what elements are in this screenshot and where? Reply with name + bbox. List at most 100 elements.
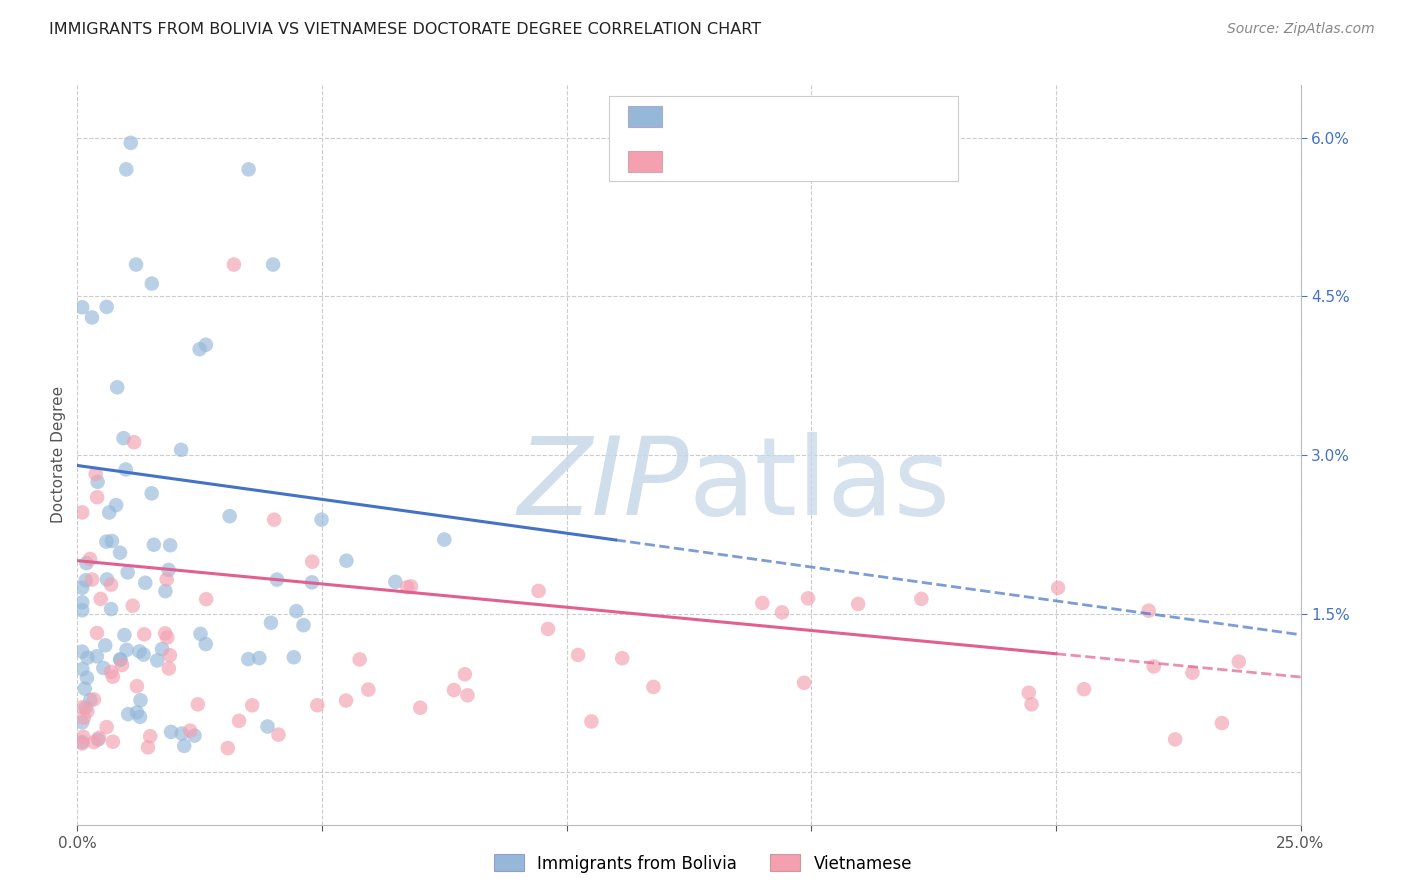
Point xyxy=(283,650,305,665)
Point xyxy=(1211,716,1233,731)
Point xyxy=(142,538,165,552)
Point xyxy=(105,498,128,512)
Point xyxy=(155,584,177,599)
Point xyxy=(153,626,176,640)
Point xyxy=(108,546,131,560)
Point xyxy=(70,735,93,749)
Point xyxy=(72,662,94,676)
Point xyxy=(217,741,239,756)
Point xyxy=(263,513,285,527)
Point xyxy=(150,642,173,657)
Point xyxy=(98,506,121,520)
Point xyxy=(72,730,94,744)
Point xyxy=(90,591,112,606)
Point xyxy=(457,688,479,702)
Point xyxy=(335,554,357,568)
Point xyxy=(195,592,218,607)
Point xyxy=(125,706,148,720)
Point xyxy=(101,735,124,749)
Point xyxy=(136,740,159,755)
Point xyxy=(1047,581,1070,595)
Text: -0.102: -0.102 xyxy=(735,108,793,126)
Point xyxy=(157,563,180,577)
Point xyxy=(751,141,773,155)
Point xyxy=(132,648,155,662)
Point xyxy=(751,596,773,610)
Point xyxy=(311,513,333,527)
Point xyxy=(262,258,284,272)
Point xyxy=(70,505,93,519)
FancyBboxPatch shape xyxy=(628,152,662,172)
Point xyxy=(537,622,560,636)
Point xyxy=(70,581,93,595)
Point xyxy=(260,615,283,630)
Point xyxy=(179,723,201,738)
Point xyxy=(581,714,603,729)
Point xyxy=(70,700,93,714)
Point xyxy=(70,300,93,314)
Point xyxy=(1227,655,1250,669)
Point xyxy=(267,728,290,742)
Point xyxy=(228,714,250,728)
Point xyxy=(156,631,179,645)
Point xyxy=(73,711,96,725)
Point xyxy=(76,671,98,685)
Point xyxy=(80,573,103,587)
Point xyxy=(83,735,105,749)
Point xyxy=(121,599,143,613)
Point xyxy=(125,258,148,272)
Point xyxy=(156,573,179,587)
Point xyxy=(1164,732,1187,747)
Point xyxy=(183,729,205,743)
Legend: Immigrants from Bolivia, Vietnamese: Immigrants from Bolivia, Vietnamese xyxy=(486,847,920,880)
Point xyxy=(454,667,477,681)
Point xyxy=(285,604,308,618)
Text: IMMIGRANTS FROM BOLIVIA VS VIETNAMESE DOCTORATE DEGREE CORRELATION CHART: IMMIGRANTS FROM BOLIVIA VS VIETNAMESE DO… xyxy=(49,22,761,37)
Point xyxy=(114,628,136,642)
Text: R =: R = xyxy=(676,108,716,126)
Point xyxy=(105,380,128,394)
Point xyxy=(100,577,122,591)
Point xyxy=(307,698,329,713)
Point xyxy=(141,486,163,500)
Point xyxy=(76,704,98,718)
Point xyxy=(117,566,139,580)
Point xyxy=(76,650,98,665)
Point xyxy=(301,575,323,590)
Point xyxy=(75,574,97,588)
Text: Source: ZipAtlas.com: Source: ZipAtlas.com xyxy=(1227,22,1375,37)
Point xyxy=(292,618,315,632)
Point xyxy=(409,700,432,714)
FancyBboxPatch shape xyxy=(628,106,662,127)
Point xyxy=(384,574,406,589)
Point xyxy=(266,573,288,587)
Point xyxy=(443,683,465,698)
Point xyxy=(1143,659,1166,673)
Point xyxy=(70,645,93,659)
Point xyxy=(112,431,135,445)
Point xyxy=(70,736,93,750)
Point xyxy=(770,606,793,620)
Point xyxy=(108,652,131,666)
Point xyxy=(256,719,278,733)
Point xyxy=(194,338,217,352)
Point xyxy=(129,710,152,724)
Point xyxy=(139,729,162,743)
Text: N =: N = xyxy=(821,153,873,170)
Point xyxy=(301,555,323,569)
Point xyxy=(159,648,181,663)
Point xyxy=(159,538,181,552)
Point xyxy=(87,732,110,747)
Point xyxy=(433,533,456,547)
Point xyxy=(194,637,217,651)
Point xyxy=(70,715,93,730)
Point xyxy=(846,597,869,611)
Point xyxy=(75,701,97,715)
Text: 80: 80 xyxy=(876,108,898,126)
Point xyxy=(399,579,422,593)
Point xyxy=(134,575,156,590)
Point xyxy=(100,602,122,616)
Point xyxy=(357,682,380,697)
Point xyxy=(129,693,152,707)
Point xyxy=(117,707,139,722)
